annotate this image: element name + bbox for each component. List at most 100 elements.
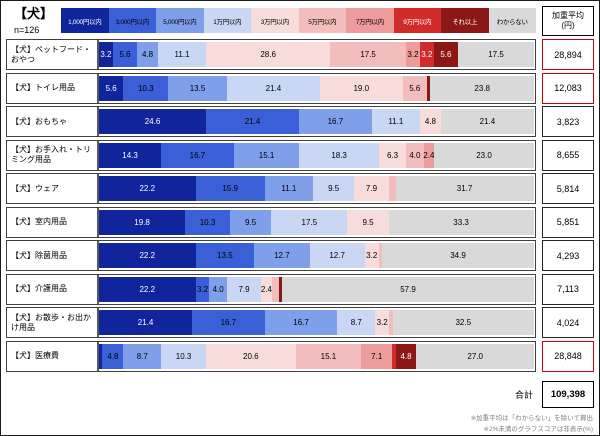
bar-segment: 9.5 (313, 176, 355, 201)
segment-value-label: 34.9 (450, 251, 466, 260)
table-row: 【犬】室内用品 19.8 10.3 9.5 17.5 9.5 33.3 5,851 (6, 206, 594, 238)
segment-value-label: 4.8 (107, 351, 119, 361)
legend-item-1: 3,000円以内 (108, 8, 156, 33)
segment-value-label: 18.3 (331, 150, 347, 160)
segment-value-label: 22.2 (139, 284, 156, 294)
weighted-average-value: 12,083 (542, 72, 594, 104)
segment-value-label: 13.5 (217, 251, 233, 260)
segment-value-label: 8.7 (350, 318, 362, 327)
bar-segment: 9.5 (347, 209, 389, 235)
bar-segment: 11.1 (157, 42, 207, 67)
segment-value-label: 20.6 (243, 351, 259, 361)
table-row: 【犬】おもちゃ 24.6 21.4 16.7 11.1 4.8 21.4 3,823 (6, 106, 594, 137)
segment-value-label: 8.7 (136, 351, 148, 361)
total-label: 合計 (514, 390, 533, 400)
bar-segment: 19.8 (99, 209, 186, 235)
segment-value-label: 9.5 (362, 217, 374, 227)
bar-segment: 21.4 (440, 109, 534, 134)
table-row: 【犬】除菌用品 22.2 13.5 12.7 12.7 3.2 34.9 4,293 (6, 240, 594, 271)
segment-value-label: 24.6 (144, 117, 161, 126)
bar-segment: 57.9 (282, 276, 534, 302)
legend: 1,000円以内 3,000円以内 5,000円以内 1万円以内 3万円以内 5万円以内 7… (61, 8, 536, 33)
bar-segment: 22.2 (99, 276, 196, 302)
legend-item-7: 9万円以内 (393, 8, 441, 33)
title-block: 【犬】 n=126 (6, 6, 59, 36)
segment-value-label: 31.7 (456, 184, 473, 193)
bar-segment: 9.5 (229, 209, 272, 235)
table-row: 【犬】医療費 4.8 8.7 10.3 20.6 15.1 7.1 4.8 27.0 28,848 (6, 340, 594, 372)
row-cell: 【犬】室内用品 19.8 10.3 9.5 17.5 9.5 33.3 (6, 206, 536, 238)
weighted-average-header-line2: (円) (561, 21, 575, 30)
segment-value-label: 17.5 (360, 50, 376, 59)
bar-segment: 27.0 (416, 343, 534, 369)
legend-item-5: 5万円以内 (298, 8, 346, 33)
bar-segment: 2.4 (261, 276, 272, 302)
row-label: 【犬】おもちゃ (11, 116, 67, 126)
segment-value-label: 21.4 (265, 83, 282, 93)
bar-segment: 17.5 (458, 42, 534, 67)
segment-value-label: 5.6 (440, 50, 452, 59)
bar-segment: 18.3 (299, 142, 379, 168)
segment-value-label: 17.5 (488, 50, 504, 59)
bar-segment (388, 176, 396, 201)
bar-segment: 3.2 (99, 42, 113, 67)
footnotes: ※加重平均は「わからない」を除いて算出 ※2%未満のグラフスコアは非表示(%) (6, 413, 594, 435)
bar-segment: 12.7 (309, 243, 365, 268)
row-label: 【犬】お散歩・お出かけ用品 (11, 312, 91, 332)
bar-segment: 22.2 (99, 176, 196, 201)
segment-value-label: 27.0 (467, 351, 483, 361)
segment-value-label: 11.1 (174, 50, 190, 59)
segment-value-label: 4.0 (409, 150, 421, 160)
bar-segment (378, 243, 383, 268)
bar-segment: 4.0 (406, 142, 424, 168)
segment-value-label: 17.5 (301, 217, 318, 227)
bar-segment: 16.7 (161, 142, 234, 168)
segment-value-label: 22.2 (139, 184, 156, 193)
bar-segment: 24.6 (99, 109, 206, 134)
bar-segment: 21.4 (99, 310, 193, 335)
segment-value-label: 15.1 (258, 150, 275, 160)
bar-segment: 7.9 (226, 276, 262, 302)
stacked-bar: 14.3 16.7 15.1 18.3 6.3 4.0 2.4 23.0 (97, 140, 535, 170)
bar-segment: 8.7 (337, 310, 376, 335)
segment-value-label: 5.6 (119, 50, 131, 59)
stacked-bar: 21.4 16.7 16.7 8.7 3.2 32.5 (97, 308, 535, 337)
bar-segment: 10.3 (161, 343, 206, 369)
weighted-average-value: 7,113 (542, 273, 594, 305)
bar-segment: 4.8 (420, 109, 441, 134)
weighted-average-value: 28,894 (542, 39, 594, 70)
bar-segment: 11.1 (371, 109, 420, 134)
bar-segment: 13.5 (168, 75, 227, 101)
bar-segment: 28.6 (206, 42, 331, 67)
legend-item-3: 1万円以内 (203, 8, 251, 33)
segment-value-label: 4.8 (400, 351, 412, 361)
bar-segment (392, 343, 396, 369)
segment-value-label: 4.8 (142, 50, 154, 59)
bar-segment: 33.3 (388, 209, 534, 235)
bar-segment: 4.8 (395, 343, 417, 369)
weighted-average-header: 加重平均 (円) (542, 6, 594, 36)
bar-segment: 16.7 (192, 310, 265, 335)
bar-segment: 10.3 (123, 75, 169, 101)
stacked-bar: 22.2 3.2 4.0 7.9 2.4 57.9 (97, 274, 535, 304)
bar-segment: 2.4 (423, 142, 435, 168)
segment-value-label: 12.7 (274, 251, 290, 260)
segment-value-label: 10.3 (137, 83, 154, 93)
segment-value-label: 3.2 (366, 251, 378, 260)
row-label: 【犬】お手入れ・トリミング用品 (11, 145, 91, 164)
segment-value-label: 2.4 (423, 150, 435, 160)
bar-segment: 21.4 (206, 109, 300, 134)
segment-value-label: 3.2 (407, 50, 419, 59)
legend-item-2: 5,000円以内 (156, 8, 204, 33)
segment-value-label: 14.3 (122, 150, 138, 160)
legend-item-6: 7万円以内 (346, 8, 394, 33)
bar-segment: 4.8 (102, 343, 124, 369)
bar-segment: 8.7 (123, 343, 162, 369)
row-label: 【犬】介護用品 (11, 284, 67, 293)
bar-segment: 23.0 (434, 142, 534, 168)
segment-value-label: 3.2 (376, 318, 388, 327)
segment-value-label: 23.8 (474, 83, 490, 93)
row-cell: 【犬】介護用品 22.2 3.2 4.0 7.9 2.4 57.9 (6, 273, 536, 305)
segment-value-label: 11.1 (388, 117, 404, 126)
stacked-bar: 24.6 21.4 16.7 11.1 4.8 21.4 (97, 107, 535, 136)
